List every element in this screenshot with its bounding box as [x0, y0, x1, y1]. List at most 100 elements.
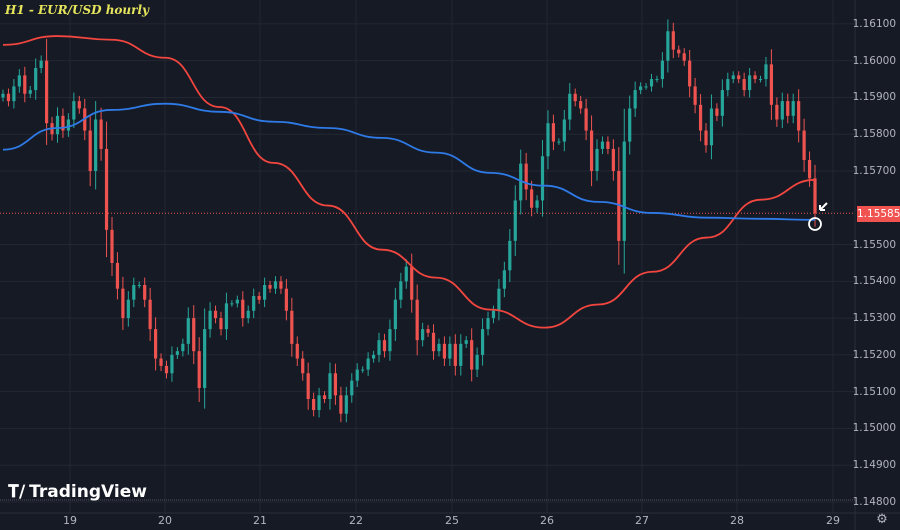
candle-body [579, 101, 583, 109]
candle-body [655, 79, 659, 81]
candle-body [731, 75, 735, 80]
candle-body [94, 119, 98, 171]
candle-body [530, 189, 534, 208]
candle-body [273, 281, 278, 289]
candle-body [143, 285, 147, 300]
candle-body [224, 303, 229, 330]
candle-body [791, 101, 795, 116]
candle-body [350, 380, 354, 396]
candle-body [175, 351, 179, 355]
candle-body [475, 354, 479, 370]
candle-body [137, 285, 141, 286]
candle-body [693, 86, 697, 105]
candle-body [371, 354, 376, 359]
candle-body [132, 285, 136, 300]
candle-body [12, 86, 16, 102]
candle-body [562, 119, 566, 142]
circle-marker [808, 217, 822, 231]
candle-body [262, 285, 267, 300]
date-tick-label: 29 [826, 514, 840, 527]
date-tick-label: 27 [635, 514, 649, 527]
candle-body [170, 354, 174, 374]
candle-body [584, 108, 588, 131]
candle-body [557, 141, 561, 143]
moving-average-blue-line [2, 102, 816, 221]
candle-body [55, 115, 60, 135]
price-tick-label: 1.15700 [852, 165, 896, 177]
price-tick-label: 1.15200 [852, 348, 896, 361]
candle-body [748, 75, 752, 91]
candle-body [426, 329, 430, 333]
tradingview-logo-text: TradingView [29, 482, 147, 502]
candle-body [126, 299, 130, 319]
candle-body [121, 288, 125, 319]
candle-body [677, 49, 681, 54]
candle-body [453, 343, 457, 366]
candle-body [415, 299, 419, 341]
candle-body [333, 373, 338, 396]
candle-body [197, 351, 201, 388]
candle-body [382, 340, 387, 352]
candle-body [589, 130, 594, 171]
candle-body [186, 318, 190, 344]
candle-body [219, 318, 223, 330]
date-tick-label: 21 [253, 514, 267, 527]
candle-body [17, 75, 21, 87]
candle-body [312, 399, 316, 411]
candle-body [649, 79, 654, 87]
candle-body [573, 93, 577, 102]
price-tick-label: 1.15500 [852, 238, 896, 251]
candle-body [339, 395, 343, 414]
candle-body [497, 288, 501, 311]
candle-body [431, 332, 436, 352]
candle-body [486, 318, 490, 330]
candle-body [322, 395, 327, 399]
candle-body [519, 163, 523, 201]
candle-body [660, 60, 665, 80]
candle-body [230, 303, 234, 305]
candle-body [459, 343, 463, 366]
price-tick-label: 1.15000 [852, 422, 896, 435]
candle-body [742, 79, 746, 91]
candle-body [192, 318, 196, 352]
price-tick-label: 1.15400 [852, 275, 896, 288]
candle-body [715, 108, 719, 116]
candle-body [780, 101, 784, 120]
price-tick-label: 1.15100 [852, 385, 896, 398]
candle-body [666, 31, 670, 61]
price-tick-label: 1.16100 [852, 17, 896, 30]
candle-body [595, 148, 599, 171]
date-tick-label: 28 [730, 514, 744, 527]
candle-body [317, 395, 321, 411]
candle-body [470, 340, 474, 370]
candle-body [44, 60, 49, 124]
candle-body [709, 108, 714, 146]
candle-body [410, 266, 414, 300]
candle-body [355, 369, 359, 381]
candle-body [290, 310, 294, 344]
candle-body [437, 343, 441, 352]
candle-body [268, 285, 272, 289]
candle-body [535, 200, 539, 208]
candle-body [252, 296, 256, 311]
candle-body [284, 288, 288, 311]
candle-body [644, 86, 648, 88]
candle-body [797, 101, 801, 131]
candle-body [235, 299, 239, 304]
candle-body [1, 93, 5, 98]
candle-body [99, 119, 103, 149]
moving-average-red-line [2, 35, 816, 329]
candle-body [203, 329, 207, 388]
candle-body [480, 329, 485, 355]
candle-body [34, 68, 38, 91]
candle-body [551, 123, 556, 142]
candle-body [388, 329, 392, 352]
candle-body [524, 163, 528, 190]
tradingview-logo-icon: 𝐓∕ [8, 482, 26, 502]
gear-icon[interactable]: ⚙ [876, 512, 888, 527]
candle-body [393, 299, 397, 330]
candle-body [813, 178, 817, 214]
candle-body [115, 262, 120, 289]
